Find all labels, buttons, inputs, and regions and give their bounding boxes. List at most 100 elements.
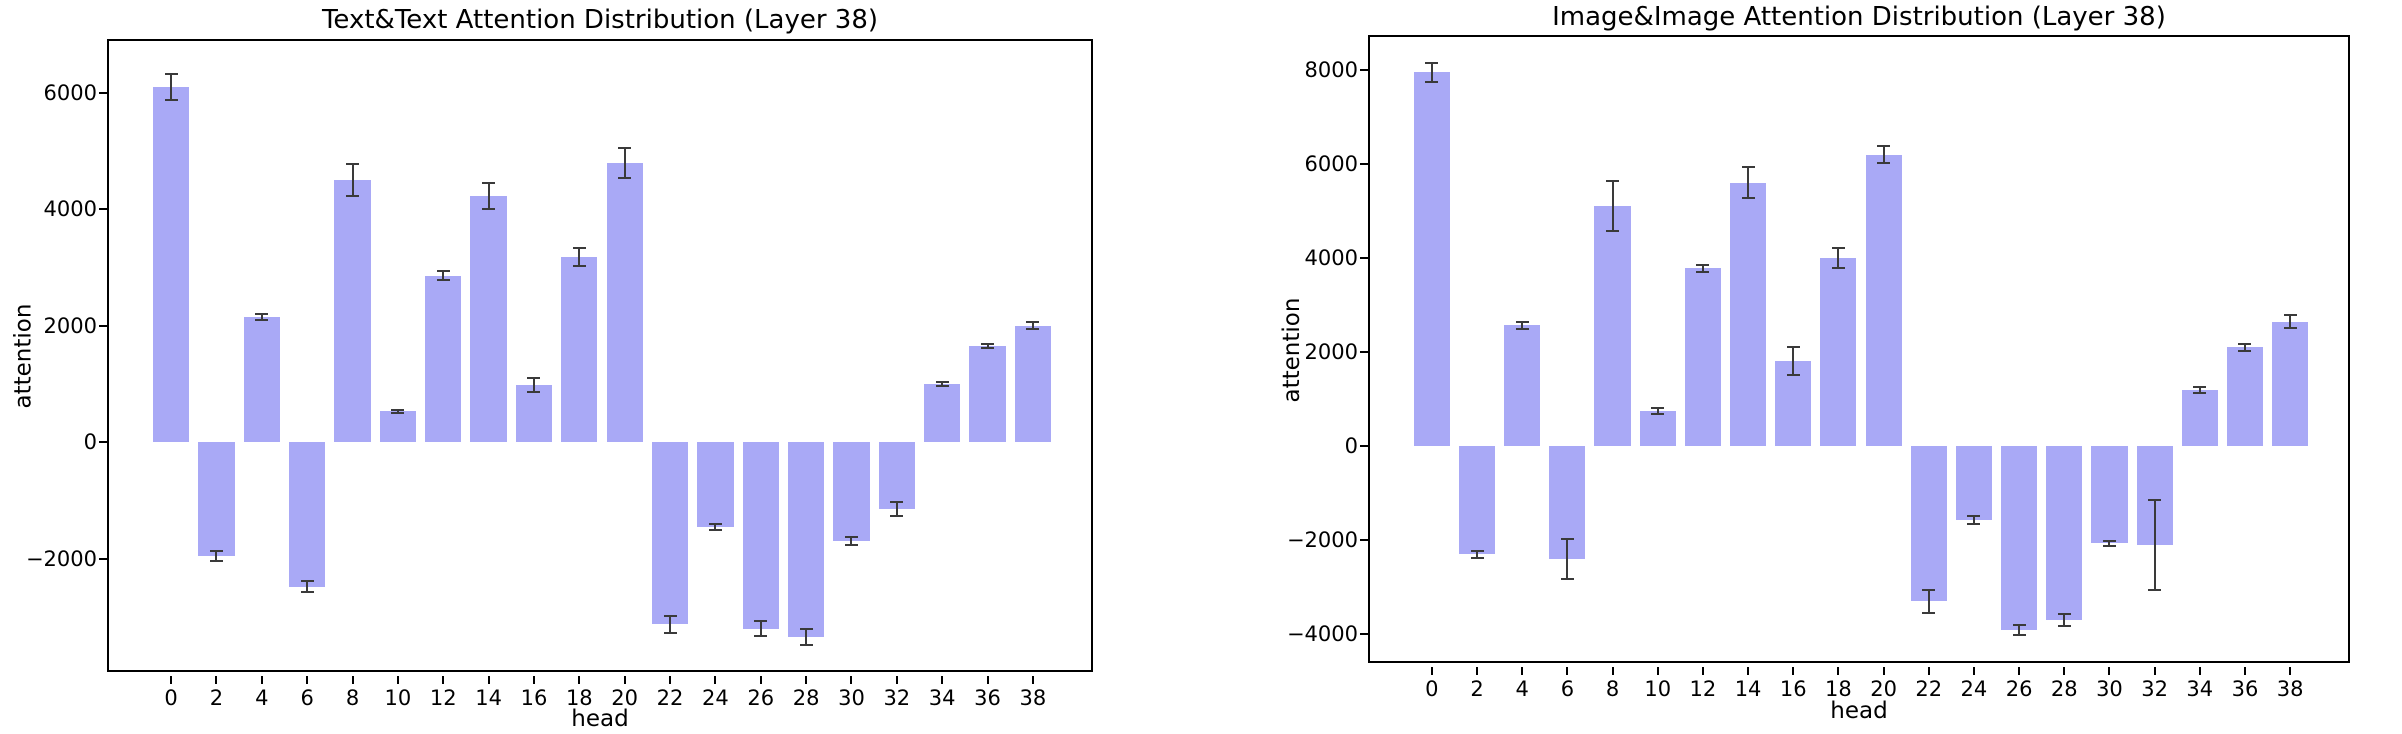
error-bar-cap bbox=[708, 522, 722, 525]
bar bbox=[470, 195, 507, 443]
chart-image-image-attention: Image&Image Attention Distribution (Laye… bbox=[1201, 0, 2402, 734]
error-bar-cap bbox=[436, 279, 450, 282]
x-tick-mark bbox=[532, 676, 535, 684]
error-bar bbox=[2289, 315, 2292, 328]
x-tick-mark bbox=[805, 676, 808, 684]
error-bar bbox=[2063, 614, 2066, 627]
error-bar-cap bbox=[799, 628, 813, 631]
error-bar-cap bbox=[1560, 578, 1574, 581]
bar bbox=[2091, 446, 2128, 544]
error-bar-cap bbox=[1606, 180, 1620, 183]
x-tick-mark bbox=[1927, 667, 1930, 675]
x-tick-mark bbox=[759, 676, 762, 684]
bar bbox=[243, 317, 280, 443]
x-tick-mark bbox=[260, 676, 263, 684]
x-tick-label: 34 bbox=[2186, 677, 2214, 701]
error-bar bbox=[1476, 550, 1479, 559]
error-bar-cap bbox=[255, 313, 269, 316]
error-bar bbox=[850, 537, 853, 546]
error-bar-cap bbox=[1967, 522, 1981, 525]
y-tick-label: 2000 bbox=[43, 313, 97, 338]
bar bbox=[2181, 389, 2218, 447]
bar bbox=[198, 442, 235, 556]
x-tick-label: 22 bbox=[1915, 677, 1943, 701]
y-tick-label: 6000 bbox=[1304, 152, 1358, 176]
error-bar-cap bbox=[1831, 247, 1845, 250]
error-bar-cap bbox=[663, 614, 677, 617]
bar bbox=[1594, 206, 1631, 447]
error-bar-cap bbox=[300, 590, 314, 593]
plot-area: 8000 6000 4000 2000 0 −2000 −4000 0 2 4 6 8 10 12 14 16… bbox=[1287, 35, 2350, 701]
chart-title: Text&Text Attention Distribution (Layer … bbox=[321, 5, 879, 35]
x-tick-label: 34 bbox=[928, 686, 956, 710]
x-tick-mark bbox=[351, 676, 354, 684]
error-bar bbox=[895, 502, 898, 517]
y-tick-mark bbox=[1360, 445, 1368, 448]
bar bbox=[515, 385, 553, 443]
error-bar-cap bbox=[1560, 537, 1574, 540]
error-bar-cap bbox=[2193, 385, 2207, 388]
x-tick-label: 14 bbox=[1734, 677, 1762, 701]
error-bar-cap bbox=[572, 247, 586, 250]
x-tick-label: 32 bbox=[883, 686, 911, 710]
bar bbox=[1820, 258, 1857, 447]
bar bbox=[1955, 446, 1992, 521]
x-tick-mark bbox=[1792, 667, 1795, 675]
x-tick-label: 0 bbox=[164, 686, 178, 710]
bar bbox=[561, 257, 598, 443]
error-bar-cap bbox=[2102, 539, 2116, 542]
bar bbox=[1684, 268, 1721, 447]
x-tick-mark bbox=[487, 676, 490, 684]
x-tick-mark bbox=[669, 676, 672, 684]
x-tick-label: 22 bbox=[656, 686, 684, 710]
y-tick-mark bbox=[99, 557, 107, 560]
error-bar-cap bbox=[1470, 549, 1484, 552]
x-tick-label: 36 bbox=[974, 686, 1001, 710]
x-tick-label: 14 bbox=[475, 686, 502, 710]
error-bar-cap bbox=[1831, 266, 1845, 269]
x-tick-label: 38 bbox=[1019, 686, 1047, 710]
error-bar bbox=[1927, 589, 1930, 614]
error-bar bbox=[1972, 516, 1975, 524]
error-bar-cap bbox=[2148, 499, 2162, 502]
error-bar bbox=[306, 581, 309, 592]
error-bar-cap bbox=[391, 412, 405, 415]
bar bbox=[833, 442, 870, 542]
x-tick-mark bbox=[170, 676, 173, 684]
x-tick-label: 18 bbox=[565, 686, 593, 710]
error-bar bbox=[442, 271, 445, 281]
x-tick-mark bbox=[1882, 667, 1885, 675]
x-tick-mark bbox=[1430, 667, 1433, 675]
x-tick-mark bbox=[2289, 667, 2292, 675]
x-tick-label: 12 bbox=[429, 686, 457, 710]
error-bar bbox=[1837, 248, 1840, 268]
error-bar-cap bbox=[2283, 314, 2297, 317]
error-bar-cap bbox=[1922, 588, 1936, 591]
x-tick-label: 4 bbox=[255, 686, 269, 710]
x-tick-label: 36 bbox=[2231, 677, 2259, 701]
error-bar-cap bbox=[663, 632, 677, 635]
x-tick-mark bbox=[2153, 667, 2156, 675]
bar bbox=[697, 442, 734, 527]
y-axis-label: attention bbox=[10, 303, 37, 409]
x-tick-mark bbox=[578, 676, 581, 684]
x-axis-label: head bbox=[1830, 698, 1888, 724]
error-bar-cap bbox=[1470, 557, 1484, 560]
bar bbox=[2272, 321, 2309, 447]
error-bar-cap bbox=[1515, 328, 1529, 331]
error-bar bbox=[1701, 265, 1704, 272]
bar bbox=[152, 87, 190, 443]
x-tick-label: 2 bbox=[209, 686, 224, 710]
error-bar-cap bbox=[981, 342, 995, 345]
error-bar bbox=[396, 409, 399, 414]
plot-area: 6000 4000 2000 0 −2000 0 2 4 6 8 10 12 14 16 18 20 22 24 2… bbox=[26, 39, 1093, 710]
x-tick-mark bbox=[714, 676, 717, 684]
error-bar-cap bbox=[890, 501, 904, 504]
x-tick-label: 12 bbox=[1689, 677, 1717, 701]
error-bar-cap bbox=[2238, 349, 2252, 352]
error-bar-cap bbox=[1786, 345, 1800, 348]
error-bar bbox=[260, 314, 263, 320]
x-tick-mark bbox=[2108, 667, 2111, 675]
bar bbox=[1865, 154, 1902, 447]
error-bar bbox=[170, 73, 173, 101]
